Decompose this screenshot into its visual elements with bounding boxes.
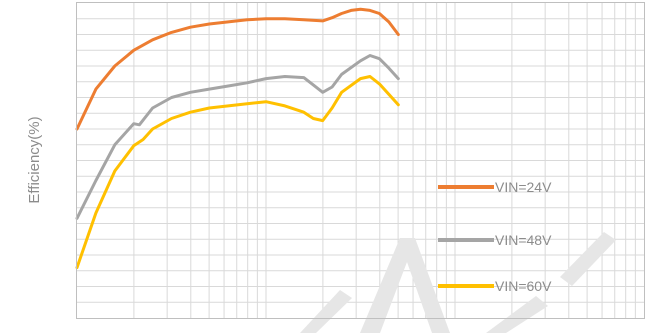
plot-frame bbox=[76, 2, 645, 319]
series-layer bbox=[75, 7, 400, 270]
chart-legend: VIN=24V VIN=48V VIN=60V bbox=[438, 179, 552, 294]
series-line-1 bbox=[75, 7, 400, 131]
y-axis-label: Efficiency(%) bbox=[26, 116, 43, 203]
watermark bbox=[300, 232, 616, 333]
chart-grid bbox=[77, 3, 644, 318]
series-line-2 bbox=[75, 54, 400, 220]
series-line-3 bbox=[75, 75, 400, 270]
legend-label-2: VIN=48V bbox=[495, 232, 552, 248]
legend-label-3: VIN=60V bbox=[495, 278, 552, 294]
legend-label-1: VIN=24V bbox=[495, 179, 552, 195]
